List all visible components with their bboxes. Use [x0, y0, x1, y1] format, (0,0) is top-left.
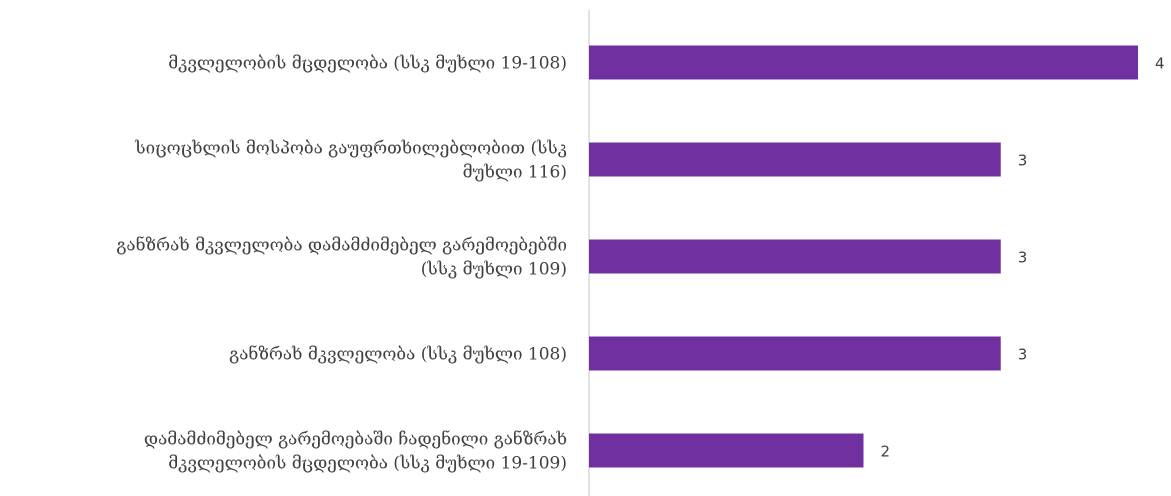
- category-label-2: განზრახ მკვლელობა დამამძიმებელ გარემოებე…: [116, 236, 567, 280]
- data-label-0: 4: [1155, 55, 1165, 73]
- bars-group: [589, 45, 1138, 468]
- bar-3: [589, 336, 1001, 371]
- category-label-line: დამამძიმებელ გარემოებაში ჩადენილი განზრა…: [144, 430, 567, 450]
- category-label-line: მკვლელობის მცდელობა (სსკ მუხლი 19-108): [168, 54, 567, 74]
- category-label-line: მუხლი 116): [463, 163, 567, 183]
- bar-2: [589, 239, 1001, 274]
- bar-4: [589, 433, 864, 468]
- data-label-3: 3: [1018, 346, 1028, 364]
- category-label-4: დამამძიმებელ გარემოებაში ჩადენილი განზრა…: [144, 430, 567, 474]
- category-label-line: სიცოცხლის მოსპობა გაუფრთხილებლობით (სსკ: [134, 139, 567, 159]
- data-label-2: 3: [1018, 249, 1028, 267]
- data-label-4: 2: [881, 443, 891, 461]
- bar-1: [589, 142, 1001, 177]
- value-labels-group: 4 3 3 3 2: [881, 55, 1165, 461]
- data-label-1: 3: [1018, 152, 1028, 170]
- category-labels-group: მკვლელობის მცდელობა (სსკ მუხლი 19-108) სი…: [116, 54, 567, 474]
- category-label-3: განზრახ მკვლელობა (სსკ მუხლი 108): [229, 345, 567, 365]
- category-label-line: განზრახ მკვლელობა (სსკ მუხლი 108): [229, 345, 567, 365]
- category-label-line: (სსკ მუხლი 109): [421, 260, 567, 280]
- bar-0: [589, 45, 1138, 80]
- category-label-line: მკვლელობის მცდელობა (სსკ მუხლი 19-109): [168, 454, 567, 474]
- category-label-1: სიცოცხლის მოსპობა გაუფრთხილებლობით (სსკ მ…: [134, 139, 567, 183]
- category-label-0: მკვლელობის მცდელობა (სსკ მუხლი 19-108): [168, 54, 567, 74]
- category-label-line: განზრახ მკვლელობა დამამძიმებელ გარემოებე…: [116, 236, 567, 256]
